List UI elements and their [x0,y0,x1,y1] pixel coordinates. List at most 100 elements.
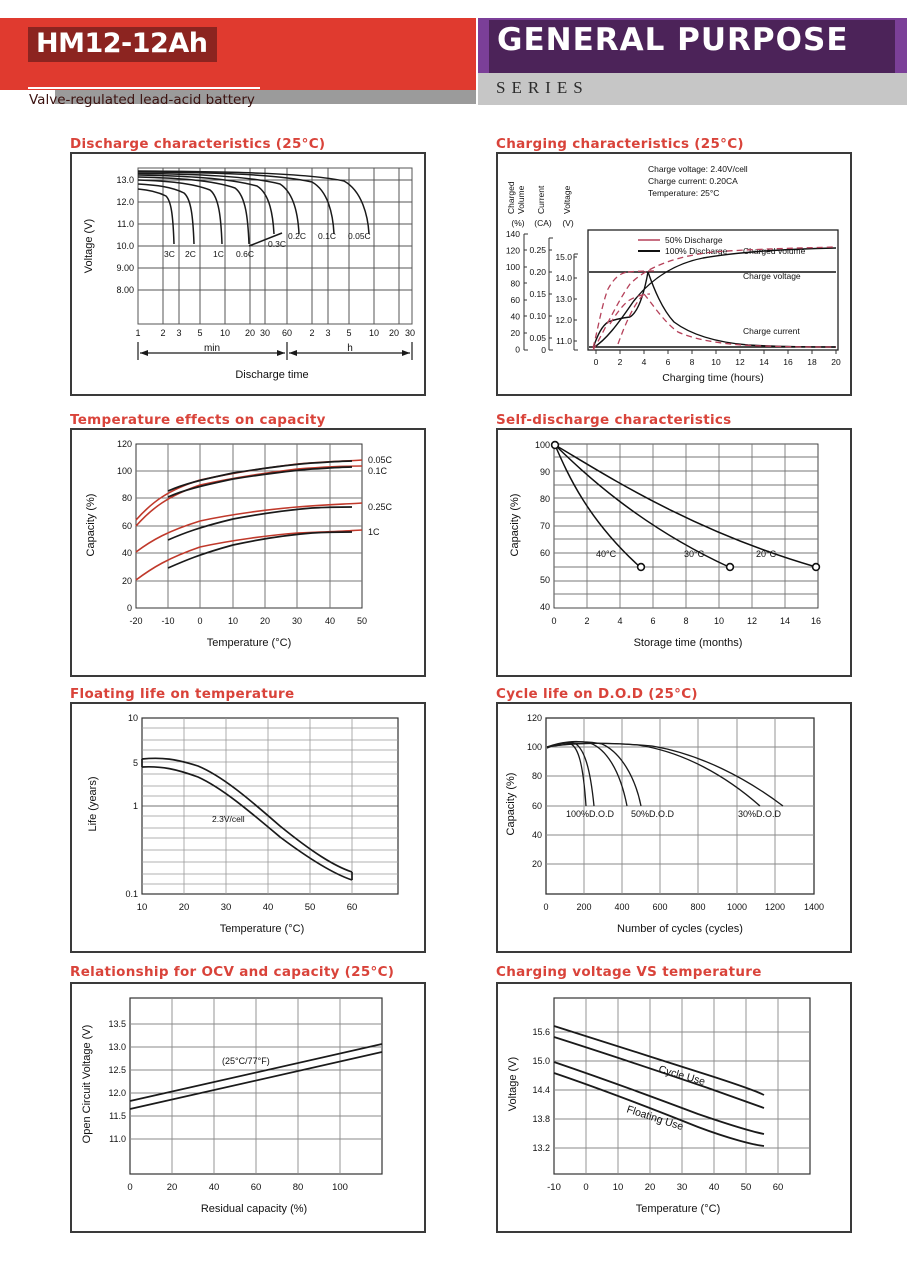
svg-text:0.15: 0.15 [529,289,546,299]
svg-text:20: 20 [831,357,841,367]
model-name-box: HM12-12Ah [28,27,218,62]
svg-text:6: 6 [650,616,655,626]
svg-text:12: 12 [747,616,757,626]
svg-text:50: 50 [540,575,550,585]
svg-text:0.25C: 0.25C [368,502,393,512]
panel-self-discharge: Self-discharge characteristics [496,412,732,428]
svg-text:Charge current: 0.20CA: Charge current: 0.20CA [648,176,738,186]
svg-text:30°C: 30°C [684,549,705,559]
svg-text:8: 8 [690,357,695,367]
svg-text:60: 60 [511,295,521,305]
svg-text:10: 10 [714,616,724,626]
svg-text:50: 50 [357,616,367,626]
svg-text:Voltage (V): Voltage (V) [83,219,95,273]
product-subtitle: Valve-regulated lead-acid battery [29,92,255,108]
svg-text:20°C: 20°C [756,549,777,559]
svg-text:80: 80 [293,1182,304,1193]
svg-text:0.20: 0.20 [529,267,546,277]
svg-text:13.0: 13.0 [555,294,572,304]
svg-text:30: 30 [292,616,302,626]
svg-text:60: 60 [282,328,292,338]
svg-text:9.00: 9.00 [116,263,134,273]
svg-text:90: 90 [540,467,550,477]
svg-text:14.0: 14.0 [555,273,572,283]
header-gray-band [478,73,907,105]
panel-ocv: Relationship for OCV and capacity (25°C) [70,964,394,980]
svg-text:0.1C: 0.1C [318,231,336,241]
page-header: HM12-12Ah Valve-regulated lead-acid batt… [0,18,907,108]
svg-text:2: 2 [584,616,589,626]
svg-text:Storage time (months): Storage time (months) [634,637,743,649]
svg-text:1400: 1400 [804,902,824,912]
panel-ocv-title: Relationship for OCV and capacity (25°C) [70,964,395,980]
svg-text:600: 600 [652,902,667,912]
svg-text:80: 80 [540,494,550,504]
svg-text:Voltage: Voltage [562,185,572,214]
svg-text:30: 30 [405,328,415,338]
header-red-footer-bar [55,90,476,104]
svg-text:13.0: 13.0 [116,175,134,185]
panel-discharge-title: Discharge characteristics (25°C) [70,136,326,152]
svg-text:15.6: 15.6 [532,1027,550,1037]
svg-text:50: 50 [305,902,316,913]
svg-text:0: 0 [197,616,202,626]
panel-charge-voltage-temp: Charging voltage VS temperature [496,964,762,980]
svg-text:2C: 2C [185,249,196,259]
svg-text:120: 120 [506,246,520,256]
svg-text:h: h [347,343,353,354]
svg-text:0: 0 [127,603,132,613]
svg-text:12.0: 12.0 [108,1088,126,1098]
svg-text:Life (years): Life (years) [87,776,99,831]
svg-text:10.0: 10.0 [116,241,134,251]
svg-text:20: 20 [122,576,132,586]
svg-text:40: 40 [122,548,132,558]
svg-text:3: 3 [325,328,330,338]
svg-text:10: 10 [228,616,238,626]
svg-text:12.5: 12.5 [108,1065,126,1075]
svg-text:100: 100 [332,1182,348,1193]
svg-text:13.8: 13.8 [532,1114,550,1124]
svg-text:8: 8 [683,616,688,626]
svg-text:0.2C: 0.2C [288,231,306,241]
svg-text:30: 30 [260,328,270,338]
svg-text:0: 0 [543,902,548,912]
svg-text:1: 1 [133,801,138,811]
svg-text:11.0: 11.0 [117,219,134,229]
panel-floating-life-title: Floating life on temperature [70,686,295,702]
svg-text:40: 40 [263,902,274,913]
svg-text:18: 18 [807,357,817,367]
panel-floating-life-box: 10 5 1 0.1 Life (years) 2.3V/cell 10 20 3… [70,702,426,953]
svg-text:11.5: 11.5 [109,1111,126,1121]
svg-text:80: 80 [122,493,132,503]
svg-text:100: 100 [527,742,542,752]
chart-charging: Charged Volume Current Voltage (%) (CA) … [506,164,841,384]
panel-charging: Charging characteristics (25°C) [496,136,744,152]
svg-text:5: 5 [346,328,351,338]
svg-text:2.3V/cell: 2.3V/cell [212,814,245,824]
svg-text:0.05C: 0.05C [368,455,393,465]
svg-text:(CA): (CA) [534,218,552,228]
series-subtitle: SERIES [496,78,589,97]
svg-text:40: 40 [511,312,521,322]
svg-text:40°C: 40°C [596,549,617,559]
panel-temp-capacity: Temperature effects on capacity [70,412,326,428]
svg-text:Current: Current [536,185,546,214]
svg-text:Open Circuit Voltage (V): Open Circuit Voltage (V) [81,1025,93,1144]
svg-text:0: 0 [551,616,556,626]
svg-text:120: 120 [527,713,542,723]
panel-cycle-life: Cycle life on D.O.D (25°C) [496,686,698,702]
svg-text:1: 1 [135,328,140,338]
svg-text:60: 60 [532,801,542,811]
model-name: HM12-12Ah [36,28,208,59]
chart-discharge: 13.0 12.0 11.0 10.0 9.00 8.00 Voltage (V) 3… [83,167,415,381]
svg-text:20: 20 [179,902,190,913]
svg-text:14: 14 [780,616,790,626]
panel-floating-life: Floating life on temperature [70,686,294,702]
svg-text:30: 30 [221,902,232,913]
svg-text:40: 40 [532,830,542,840]
svg-text:20: 20 [167,1182,178,1193]
header-rule [28,87,260,89]
svg-text:10: 10 [137,902,148,913]
chart-ocv: 13.5 13.0 12.5 12.0 11.5 11.0 Open Circuit … [81,997,383,1215]
